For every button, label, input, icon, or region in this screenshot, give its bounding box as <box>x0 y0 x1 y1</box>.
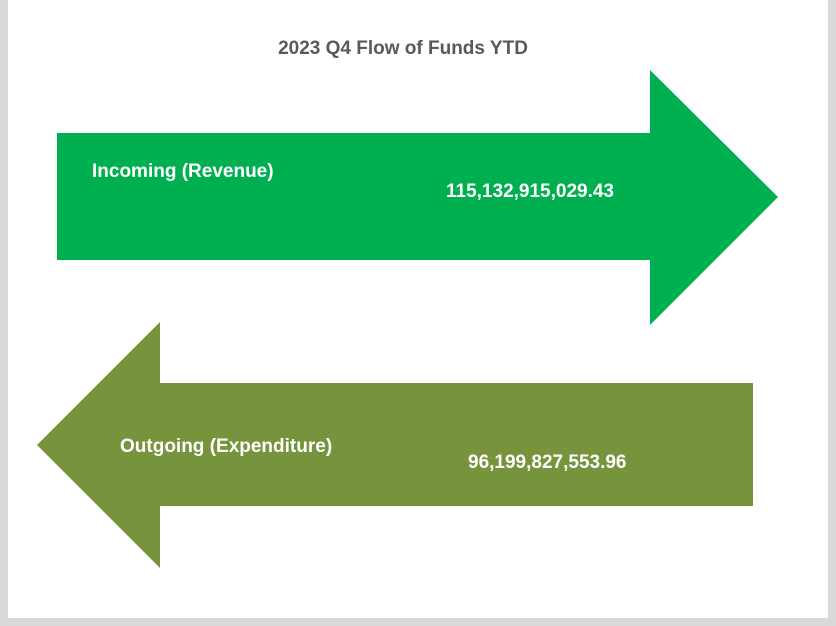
incoming-label: Incoming (Revenue) <box>92 161 274 182</box>
incoming-amount: 115,132,915,029.43 <box>446 181 614 202</box>
outgoing-label: Outgoing (Expenditure) <box>120 436 332 457</box>
title: 2023 Q4 Flow of Funds YTD <box>278 38 528 59</box>
incoming-arrow <box>57 70 778 325</box>
outgoing-amount: 96,199,827,553.96 <box>468 452 627 473</box>
outgoing-arrow <box>37 322 753 568</box>
